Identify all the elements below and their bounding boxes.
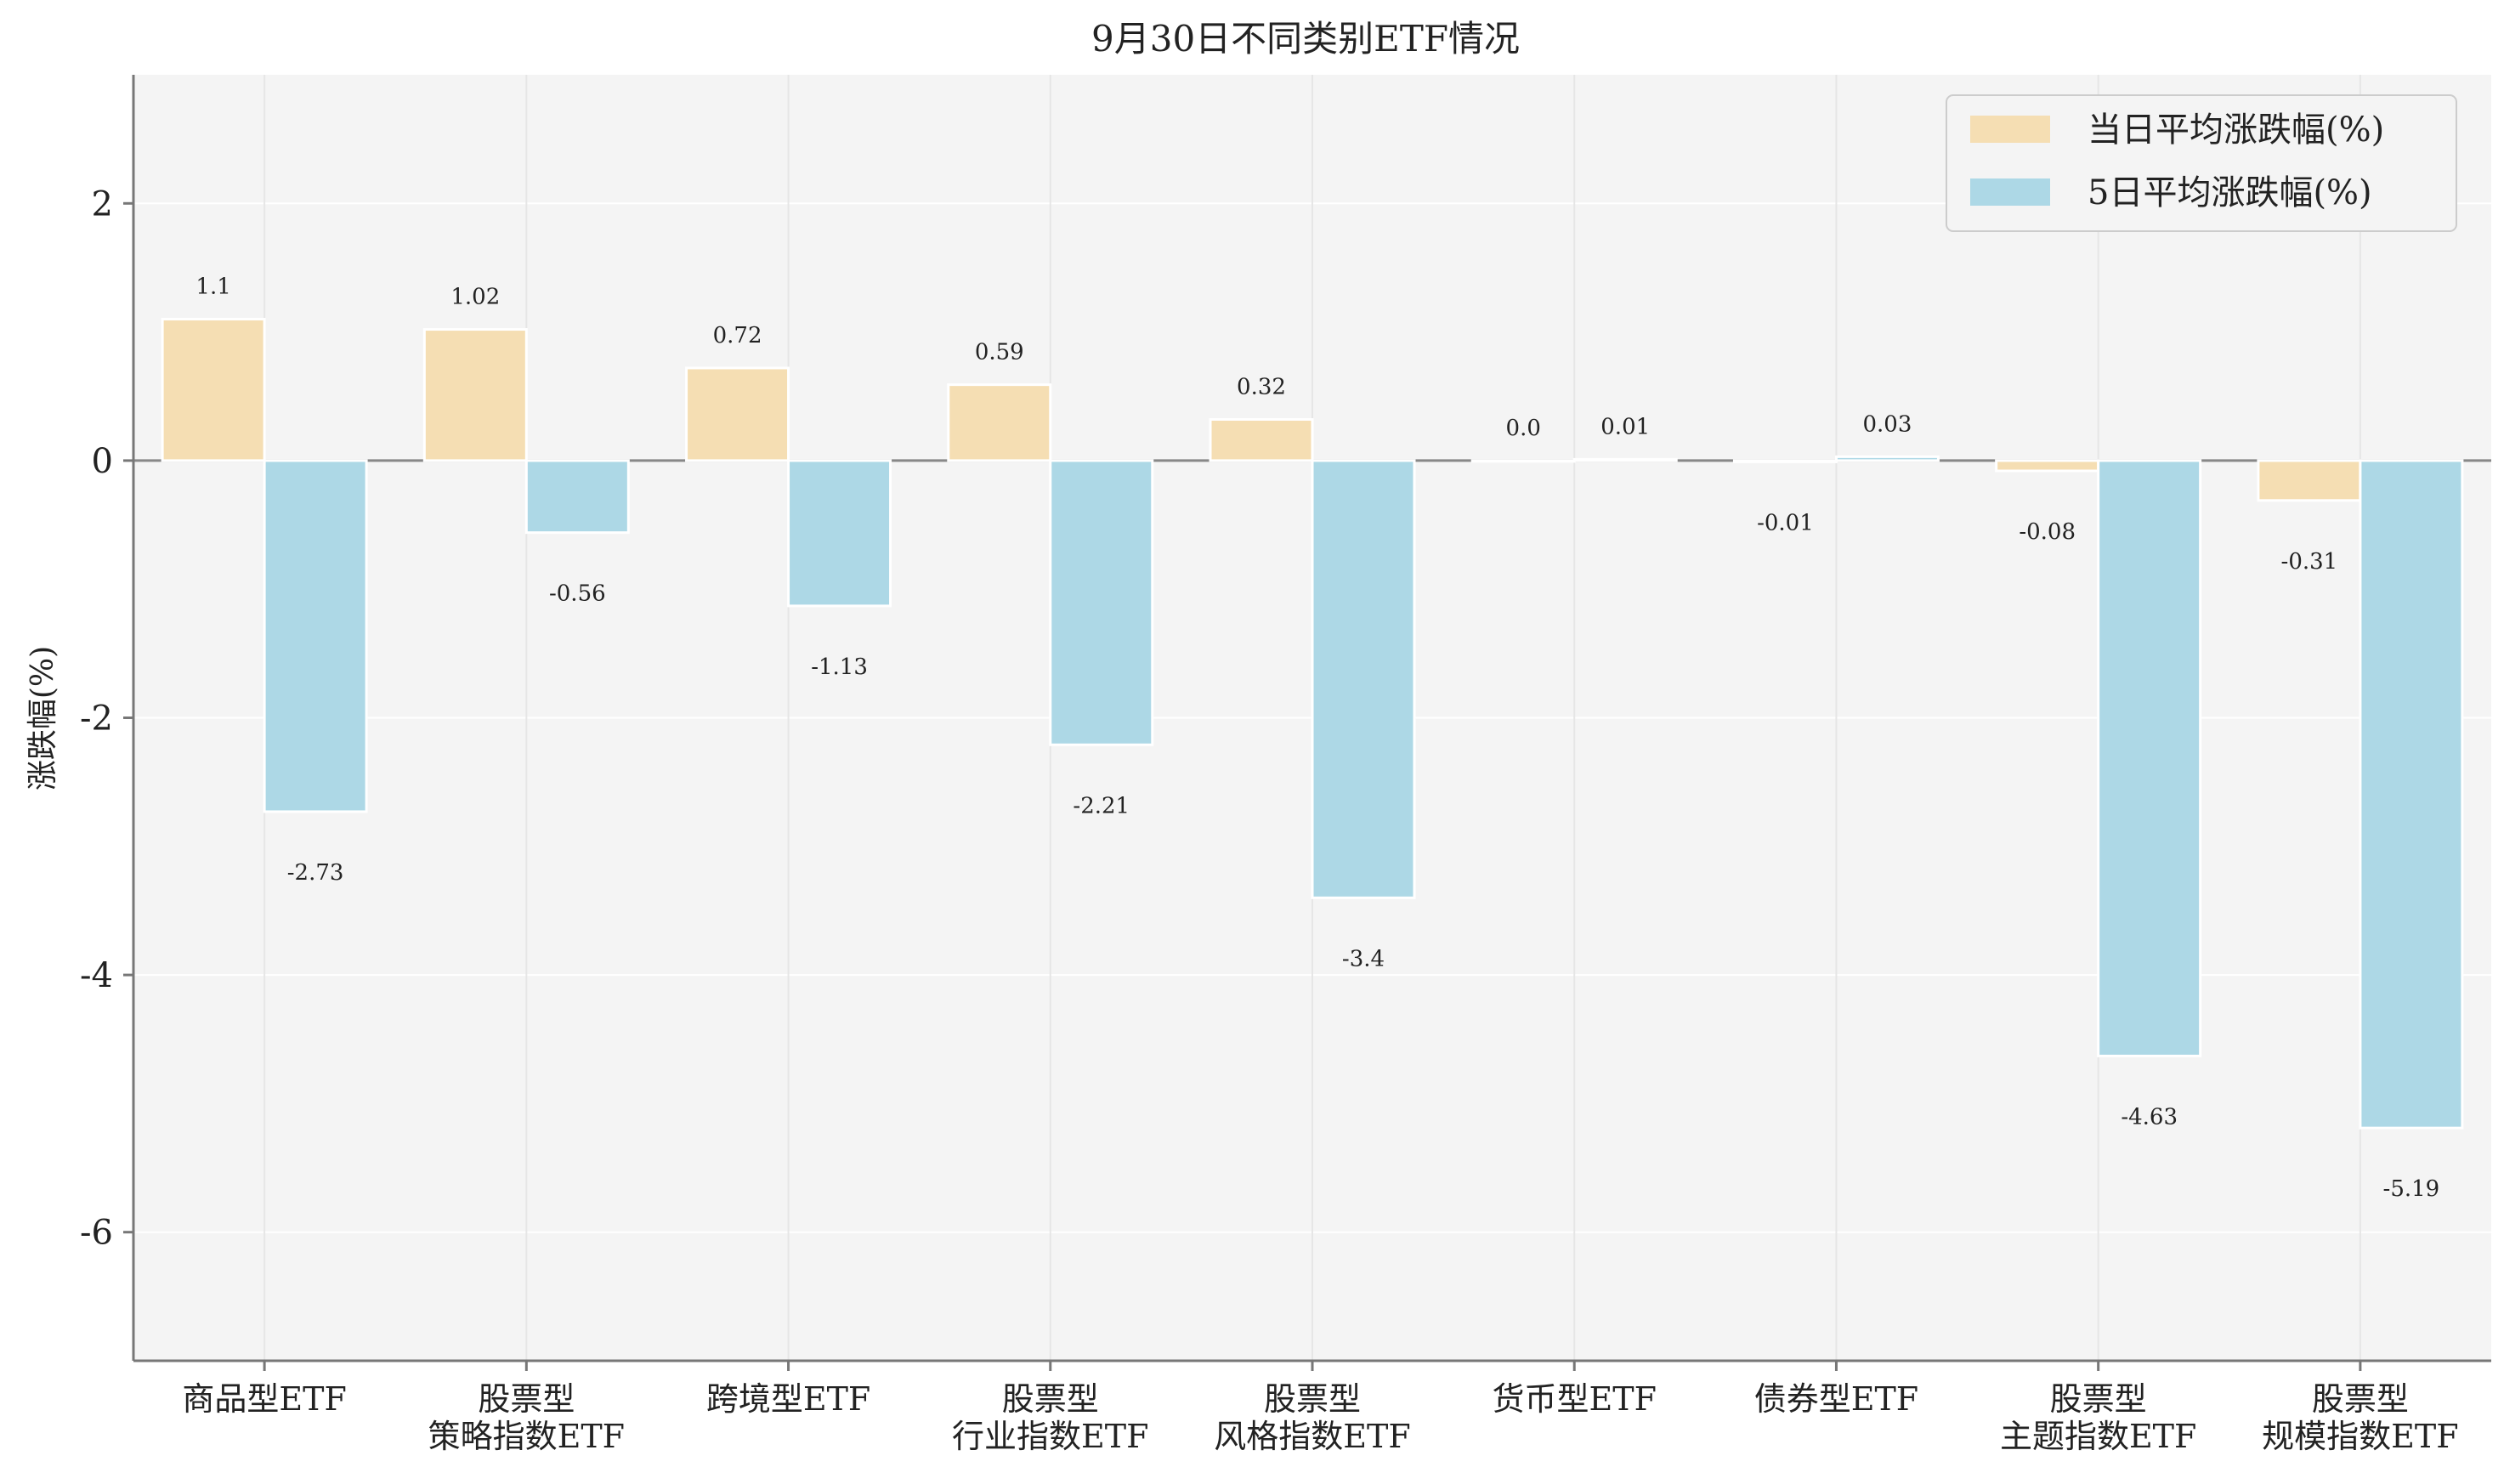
bar-s0-c1 xyxy=(422,328,528,462)
x-tick-label-0: 商品型ETF xyxy=(182,1380,346,1418)
x-tick-label-4: 股票型风格指数ETF xyxy=(1214,1380,1410,1455)
bar-s1-c2 xyxy=(787,459,892,608)
data-labels-layer: 1.1 -2.73 1.02 -0.56 0.72 -1.13 0.59 -2.21 0.32 -… xyxy=(195,274,2439,1202)
x-tick-label-6: 债券型ETF xyxy=(1754,1380,1918,1418)
data-label-s0-c1: 1.02 xyxy=(450,285,500,310)
data-label-s1-c6: 0.03 xyxy=(1862,411,1912,437)
legend-label-daily: 当日平均涨跌幅(%) xyxy=(2088,110,2384,150)
legend-swatch-daily xyxy=(1970,116,2050,143)
bars-layer xyxy=(161,317,2464,1130)
x-tick-label-7: 股票型主题指数ETF xyxy=(2000,1380,2196,1455)
data-label-s1-c1: -0.56 xyxy=(549,581,606,607)
bar-s1-c7 xyxy=(2097,459,2202,1057)
bar-s1-c1 xyxy=(524,459,630,535)
y-axis-label: 涨跌幅(%) xyxy=(25,646,60,790)
y-tick-label-4: -6 xyxy=(80,1214,113,1253)
data-label-s0-c4: 0.32 xyxy=(1237,374,1286,399)
bar-s0-c4 xyxy=(1209,417,1314,462)
bar-s0-c8 xyxy=(2257,459,2362,502)
y-tick-label-3: -4 xyxy=(80,956,113,995)
data-label-s0-c7: -0.08 xyxy=(2019,519,2076,545)
data-label-s1-c2: -1.13 xyxy=(811,654,868,680)
legend-box xyxy=(1946,94,2457,232)
y-tick-label-1: 0 xyxy=(92,442,113,481)
y-tick-label-2: -2 xyxy=(80,700,113,739)
data-label-s1-c5: 0.01 xyxy=(1600,414,1650,439)
x-tick-labels: 商品型ETF 股票型策略指数ETF 跨境型ETF 股票型行业指数ETF 股票型风格指数E… xyxy=(182,1361,2459,1455)
x-tick-label-3: 股票型行业指数ETF xyxy=(952,1380,1148,1455)
x-tick-label-2: 跨境型ETF xyxy=(706,1380,870,1418)
data-label-s0-c5: 0.0 xyxy=(1506,416,1541,441)
legend-label-5day: 5日平均涨跌幅(%) xyxy=(2088,173,2372,212)
data-label-s0-c3: 0.59 xyxy=(975,340,1024,365)
bar-s0-c2 xyxy=(685,366,790,462)
bar-s0-c3 xyxy=(947,383,1052,462)
y-tick-label-0: 2 xyxy=(92,184,113,224)
bar-s0-c0 xyxy=(161,317,266,462)
data-label-s0-c8: -0.31 xyxy=(2281,549,2338,575)
bar-s1-c4 xyxy=(1311,459,1416,899)
bar-s1-c3 xyxy=(1049,459,1154,746)
bar-s1-c8 xyxy=(2359,459,2464,1130)
chart-title: 9月30日不同类别ETF情况 xyxy=(1091,18,1520,59)
bar-s1-c0 xyxy=(263,459,368,813)
bar-s1-c5 xyxy=(1572,457,1678,462)
legend: 当日平均涨跌幅(%) 5日平均涨跌幅(%) xyxy=(1946,94,2457,232)
data-label-s1-c7: -4.63 xyxy=(2121,1104,2178,1130)
data-label-s1-c4: -3.4 xyxy=(1342,946,1385,971)
bar-s0-c7 xyxy=(1995,459,2100,473)
data-label-s1-c8: -5.19 xyxy=(2383,1176,2440,1202)
legend-swatch-5day xyxy=(1970,178,2050,206)
data-label-s0-c2: 0.72 xyxy=(713,323,762,348)
x-tick-label-5: 货币型ETF xyxy=(1492,1380,1656,1418)
bar-s0-c6 xyxy=(1732,459,1838,463)
x-tick-label-8: 股票型规模指数ETF xyxy=(2262,1380,2458,1455)
data-label-s0-c0: 1.1 xyxy=(195,274,230,299)
x-tick-label-1: 股票型策略指数ETF xyxy=(428,1380,625,1455)
data-label-s1-c0: -2.73 xyxy=(287,860,344,886)
bar-s0-c5 xyxy=(1470,459,1576,463)
y-tick-labels: 2 0 -2 -4 -6 xyxy=(80,184,133,1253)
bar-s1-c6 xyxy=(1834,455,1940,462)
data-label-s1-c3: -2.21 xyxy=(1073,793,1130,818)
data-label-s0-c6: -0.01 xyxy=(1757,510,1814,535)
